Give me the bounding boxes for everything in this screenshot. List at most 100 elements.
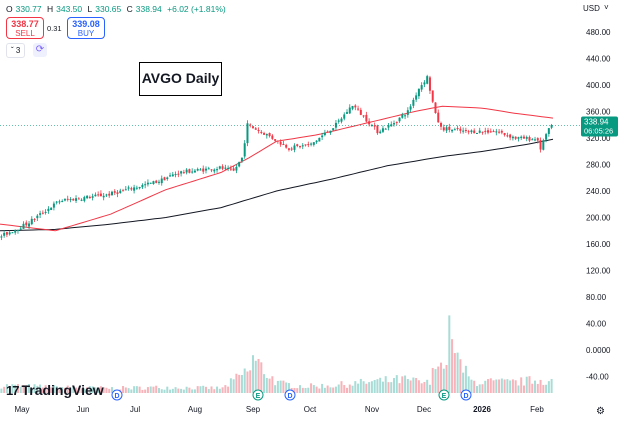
volume-bar (343, 385, 346, 393)
buy-button[interactable]: 339.08 BUY (67, 17, 105, 39)
volume-bar (332, 387, 335, 393)
candle-body (489, 131, 492, 133)
volume-bar (376, 379, 379, 393)
volume-bar (110, 387, 113, 393)
candle-body (119, 190, 122, 193)
candle-body (216, 169, 219, 171)
candle-body (370, 125, 373, 127)
candle-body (334, 122, 337, 128)
marker-label: D (287, 393, 292, 400)
candle-body (376, 125, 379, 134)
volume-bar (362, 381, 365, 393)
candle-body (83, 197, 86, 201)
candle-body (423, 82, 426, 85)
volume-bar (520, 377, 523, 393)
x-tick-label: Nov (365, 405, 379, 414)
volume-bar (500, 378, 503, 393)
volume-bar (545, 384, 548, 393)
volume-bar (534, 380, 537, 393)
volume-bar (254, 360, 257, 393)
gear-icon[interactable]: ⚙ (596, 406, 605, 417)
volume-bar (44, 385, 47, 393)
volume-bar (138, 386, 141, 393)
volume-bar (72, 386, 75, 393)
candle-body (453, 129, 456, 131)
candle-body (232, 168, 235, 171)
candle-body (318, 137, 321, 142)
candle-body (285, 144, 288, 148)
candle-body (445, 127, 448, 131)
candle-body (14, 230, 17, 233)
volume-bar (359, 378, 362, 393)
volume-bar (97, 387, 100, 393)
volume-bar (25, 385, 28, 393)
volume-bar (489, 378, 492, 393)
y-tick-label: 320.00 (586, 134, 611, 143)
volume-bar (171, 388, 174, 393)
candle-body (473, 130, 476, 134)
candle-body (11, 232, 14, 234)
candle-body (243, 143, 246, 157)
volume-bar (193, 389, 196, 393)
candle-body (287, 148, 290, 150)
candle-body (409, 106, 412, 110)
candle-body (534, 139, 537, 141)
volume-bar (398, 383, 401, 393)
volume-bar (221, 387, 224, 393)
y-tick-label: 240.00 (586, 187, 611, 196)
candle-body (5, 232, 8, 235)
volume-bar (495, 379, 498, 393)
volume-bar (105, 387, 108, 393)
candle-body (373, 125, 376, 127)
volume-bar (373, 380, 376, 393)
volume-bar (149, 386, 152, 393)
y-tick-label: -40.00 (586, 373, 609, 382)
volume-bar (547, 381, 550, 393)
volume-bar (41, 387, 44, 393)
candle-body (210, 169, 213, 171)
candle-body (522, 136, 525, 139)
y-tick-label: 360.00 (586, 108, 611, 117)
chevron-down-icon[interactable]: ˅ (604, 3, 609, 12)
volume-bar (390, 382, 393, 393)
candle-body (229, 168, 232, 170)
candle-body (362, 115, 365, 117)
volume-bar (293, 387, 296, 393)
high-value: 343.50 (56, 4, 83, 14)
volume-bar (401, 376, 404, 393)
candle-body (470, 130, 473, 133)
volume-bar (61, 387, 64, 393)
volume-bar (86, 387, 89, 393)
candle-body (379, 131, 382, 134)
candle-body (404, 115, 407, 117)
candle-body (110, 191, 113, 196)
candle-body (448, 126, 451, 130)
marker-label: E (442, 393, 447, 400)
y-tick-label: 400.00 (586, 81, 611, 90)
candle-body (406, 110, 409, 115)
candle-body (218, 166, 221, 169)
candle-body (202, 168, 205, 172)
candle-body (500, 130, 503, 133)
candle-body (393, 123, 396, 125)
currency-selector[interactable]: USD (583, 4, 600, 13)
refresh-icon[interactable]: ⟳ (33, 43, 47, 57)
candle-body (177, 173, 180, 175)
candle-body (442, 127, 445, 131)
volume-bar (260, 362, 263, 393)
candle-body (293, 145, 296, 150)
sell-button[interactable]: 338.77 SELL (6, 17, 44, 39)
volume-bar (249, 370, 252, 393)
candle-body (315, 140, 318, 143)
volume-bar (470, 379, 473, 393)
candle-body (127, 187, 130, 189)
volume-bar (188, 387, 191, 393)
candle-body (279, 141, 282, 145)
volume-bar (307, 387, 310, 393)
indicators-toggle[interactable]: ˇ 3 (6, 43, 26, 58)
candle-body (276, 140, 279, 142)
candle-body (506, 135, 509, 137)
x-tick-label: Jul (130, 405, 140, 414)
candle-body (146, 182, 149, 185)
